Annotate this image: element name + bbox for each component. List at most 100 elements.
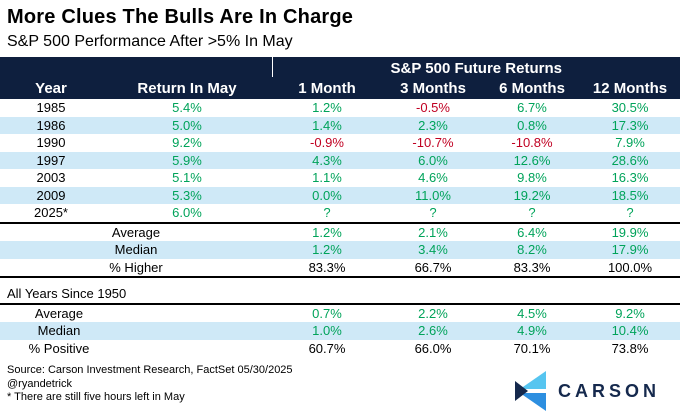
value-cell: -10.7% bbox=[412, 135, 454, 150]
value-cell: 8.2% bbox=[484, 241, 580, 259]
value-cell: 1.2% bbox=[312, 100, 342, 115]
value-cell: 11.0% bbox=[382, 186, 484, 204]
value-cell: 9.2% bbox=[615, 305, 645, 321]
footnote: * There are still five hours left in May bbox=[7, 391, 185, 403]
all-years-row-pct-positive: % Positive 60.7% 66.0% 70.1% 73.8% bbox=[0, 340, 680, 358]
year-cell: 2003 bbox=[36, 170, 66, 185]
value-cell: 2.1% bbox=[382, 221, 484, 241]
table-row-1985: 1985 5.4% 1.2% -0.5% 6.7% 30.5% bbox=[0, 99, 680, 117]
value-cell: 1.4% bbox=[272, 116, 382, 134]
year-cell: 2009 bbox=[0, 186, 102, 204]
value-cell: 9.2% bbox=[172, 135, 202, 150]
value-cell: 4.5% bbox=[517, 305, 547, 321]
all-years-row-median: Median 1.0% 2.6% 4.9% 10.4% bbox=[0, 322, 680, 340]
year-cell: 1986 bbox=[0, 116, 102, 134]
summary-row-average: Average 1.2% 2.1% 6.4% 19.9% bbox=[0, 221, 680, 241]
table-row-2009: 2009 5.3% 0.0% 11.0% 19.2% 18.5% bbox=[0, 186, 680, 204]
value-cell: 83.3% bbox=[484, 258, 580, 278]
section-row-all-years: All Years Since 1950 bbox=[0, 285, 680, 305]
value-cell: 10.4% bbox=[580, 322, 680, 340]
page-title: More Clues The Bulls Are In Charge bbox=[7, 6, 354, 28]
value-cell: -0.9% bbox=[310, 135, 344, 150]
table-row-2003: 2003 5.1% 1.1% 4.6% 9.8% 16.3% bbox=[0, 169, 680, 187]
year-cell: 2025* bbox=[34, 205, 68, 220]
group-header: S&P 500 Future Returns bbox=[271, 57, 680, 77]
value-cell: 3.4% bbox=[382, 241, 484, 259]
value-cell: 5.4% bbox=[172, 100, 202, 115]
value-cell: 5.0% bbox=[102, 116, 272, 134]
value-cell: ? bbox=[528, 205, 536, 220]
col-1-month: 1 Month bbox=[272, 77, 382, 99]
value-cell: 2.3% bbox=[382, 116, 484, 134]
value-cell: 73.8% bbox=[611, 340, 649, 356]
value-cell: 5.9% bbox=[102, 151, 272, 169]
value-cell: 60.7% bbox=[308, 340, 346, 356]
value-cell: 5.3% bbox=[102, 186, 272, 204]
subtitle: S&P 500 Performance After >5% In May bbox=[7, 33, 293, 50]
col-return-in-may: Return In May bbox=[102, 77, 272, 99]
value-cell: ? bbox=[323, 205, 331, 220]
value-cell: ? bbox=[626, 205, 634, 220]
year-cell: 1990 bbox=[36, 135, 66, 150]
value-cell: 1.2% bbox=[272, 221, 382, 241]
value-cell: 18.5% bbox=[580, 186, 680, 204]
value-cell: 1.0% bbox=[272, 322, 382, 340]
value-cell: 6.0% bbox=[382, 151, 484, 169]
footer-notes: Source: Carson Investment Research, Fact… bbox=[0, 364, 293, 405]
carson-logo-icon bbox=[514, 371, 546, 411]
value-cell: -10.8% bbox=[511, 135, 553, 150]
value-cell: 7.9% bbox=[615, 135, 645, 150]
col-12-months: 12 Months bbox=[580, 77, 680, 99]
spacer-row bbox=[0, 277, 680, 285]
table-row-2025: 2025* 6.0% ? ? ? ? bbox=[0, 204, 680, 223]
author-handle: @ryandetrick bbox=[7, 377, 72, 390]
value-cell: ? bbox=[429, 205, 437, 220]
carson-logo-text: CARSON bbox=[557, 380, 660, 401]
value-cell: 6.0% bbox=[172, 205, 202, 220]
value-cell: 4.9% bbox=[484, 322, 580, 340]
table-row-1990: 1990 9.2% -0.9% -10.7% -10.8% 7.9% bbox=[0, 134, 680, 152]
value-cell: 83.3% bbox=[272, 258, 382, 278]
summary-label: % Higher bbox=[0, 258, 272, 278]
value-cell: 17.3% bbox=[580, 116, 680, 134]
value-cell: 4.3% bbox=[272, 151, 382, 169]
value-cell: 6.4% bbox=[484, 221, 580, 241]
summary-label: % Positive bbox=[28, 340, 90, 356]
year-cell: 1997 bbox=[0, 151, 102, 169]
value-cell: 1.2% bbox=[272, 241, 382, 259]
value-cell: 19.2% bbox=[484, 186, 580, 204]
summary-label: Average bbox=[34, 305, 84, 321]
carson-logo: CARSON bbox=[514, 370, 660, 412]
source-text: Source: Carson Investment Research, Fact… bbox=[7, 364, 293, 376]
summary-row-median: Median 1.2% 3.4% 8.2% 17.9% bbox=[0, 241, 680, 259]
summary-row-pct-higher: % Higher 83.3% 66.7% 83.3% 100.0% bbox=[0, 258, 680, 278]
section-label: All Years Since 1950 bbox=[0, 285, 680, 305]
col-6-months: 6 Months bbox=[484, 77, 580, 99]
value-cell: 17.9% bbox=[580, 241, 680, 259]
value-cell: 1.1% bbox=[312, 170, 342, 185]
value-cell: 100.0% bbox=[580, 258, 680, 278]
value-cell: -0.5% bbox=[416, 100, 450, 115]
all-years-row-average: Average 0.7% 2.2% 4.5% 9.2% bbox=[0, 304, 680, 323]
summary-label: Median bbox=[0, 322, 102, 340]
value-cell: 28.6% bbox=[580, 151, 680, 169]
infographic: More Clues The Bulls Are In Charge S&P 5… bbox=[0, 5, 680, 412]
value-cell: 0.7% bbox=[312, 305, 342, 321]
value-cell: 6.7% bbox=[517, 100, 547, 115]
header-spacer bbox=[0, 57, 272, 77]
summary-label: Average bbox=[0, 221, 272, 241]
value-cell: 2.6% bbox=[382, 322, 484, 340]
performance-table: S&P 500 Future Returns Year Return In Ma… bbox=[0, 57, 680, 357]
value-cell: 5.1% bbox=[172, 170, 202, 185]
table-row-1997: 1997 5.9% 4.3% 6.0% 12.6% 28.6% bbox=[0, 151, 680, 169]
value-cell: 2.2% bbox=[418, 305, 448, 321]
value-cell: 9.8% bbox=[517, 170, 547, 185]
value-cell: 0.0% bbox=[272, 186, 382, 204]
col-3-months: 3 Months bbox=[382, 77, 484, 99]
value-cell: 70.1% bbox=[513, 340, 551, 356]
value-cell: 66.0% bbox=[414, 340, 452, 356]
value-cell: 66.7% bbox=[382, 258, 484, 278]
footer: Source: Carson Investment Research, Fact… bbox=[0, 364, 680, 412]
value-cell: 19.9% bbox=[580, 221, 680, 241]
summary-label: Median bbox=[0, 241, 272, 259]
